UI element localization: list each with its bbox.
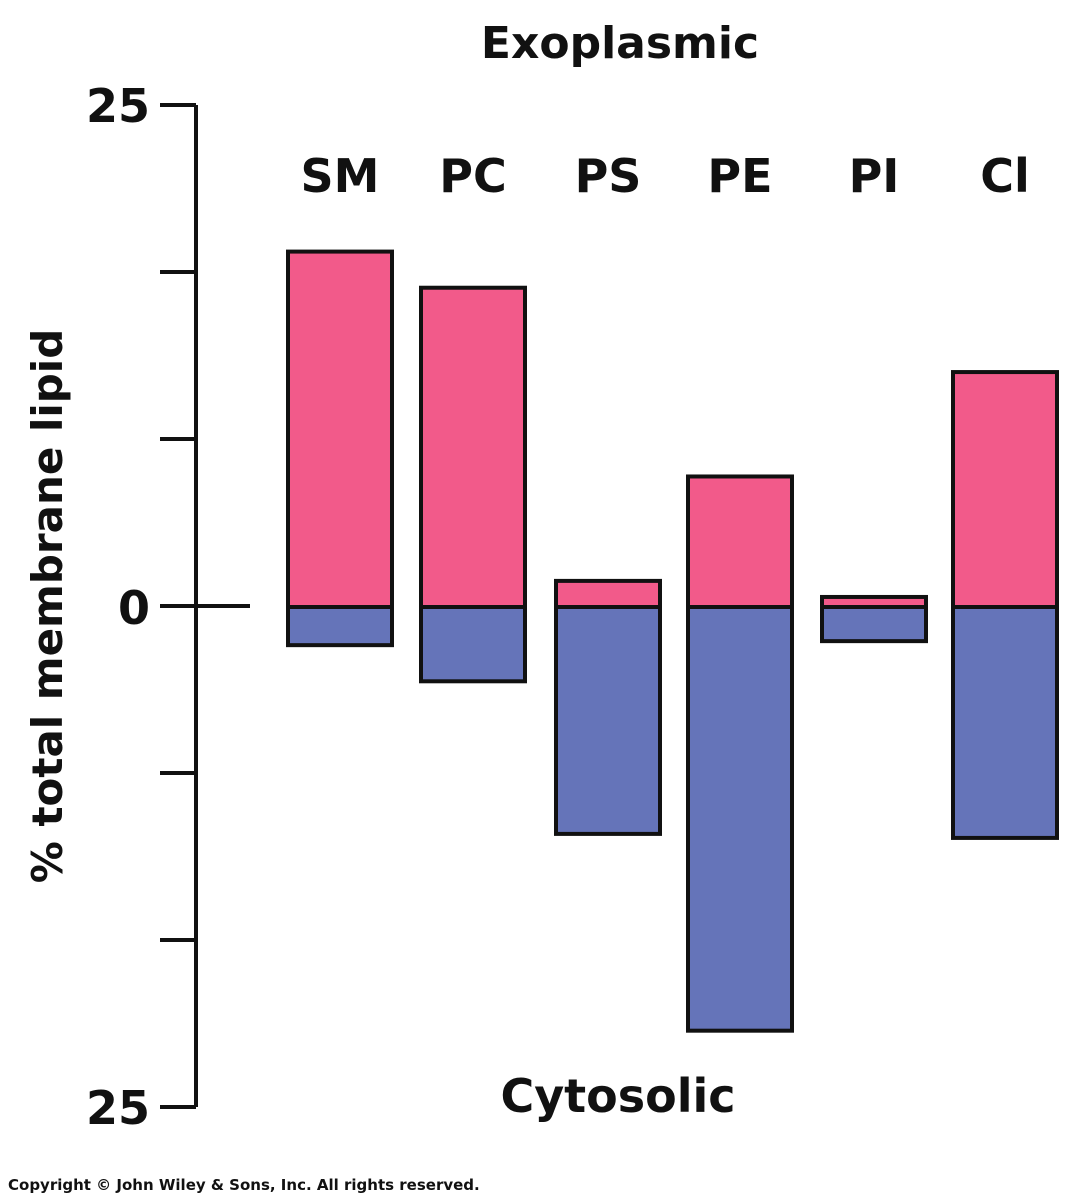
bar-exoplasmic-PC: [419, 285, 527, 609]
exoplasmic-label: Exoplasmic: [481, 18, 759, 69]
y-tick-label: 0: [118, 581, 150, 635]
bar-cytosolic-PE: [686, 605, 794, 1033]
y-tick-label: 25: [86, 79, 150, 133]
category-label: SM: [301, 149, 380, 203]
y-tick-label: 25: [86, 1081, 150, 1135]
category-label: PE: [707, 149, 772, 203]
category-label: Cl: [980, 149, 1030, 203]
category-label: PS: [575, 149, 642, 203]
bar-exoplasmic-PS: [554, 578, 662, 609]
bar-exoplasmic-Cl: [951, 370, 1059, 609]
category-label: PI: [849, 149, 900, 203]
bar-cytosolic-Cl: [951, 605, 1059, 840]
bar-cytosolic-PI: [820, 605, 928, 644]
bar-exoplasmic-SM: [286, 249, 394, 609]
bar-exoplasmic-PE: [686, 474, 794, 610]
cytosolic-label: Cytosolic: [500, 1069, 735, 1123]
category-label: PC: [439, 149, 506, 203]
bar-cytosolic-SM: [286, 605, 394, 648]
bar-cytosolic-PS: [554, 605, 662, 836]
y-axis-label: % total membrane lipid: [23, 329, 72, 884]
bar-cytosolic-PC: [419, 605, 527, 684]
copyright: Copyright © John Wiley & Sons, Inc. All …: [8, 1176, 480, 1194]
